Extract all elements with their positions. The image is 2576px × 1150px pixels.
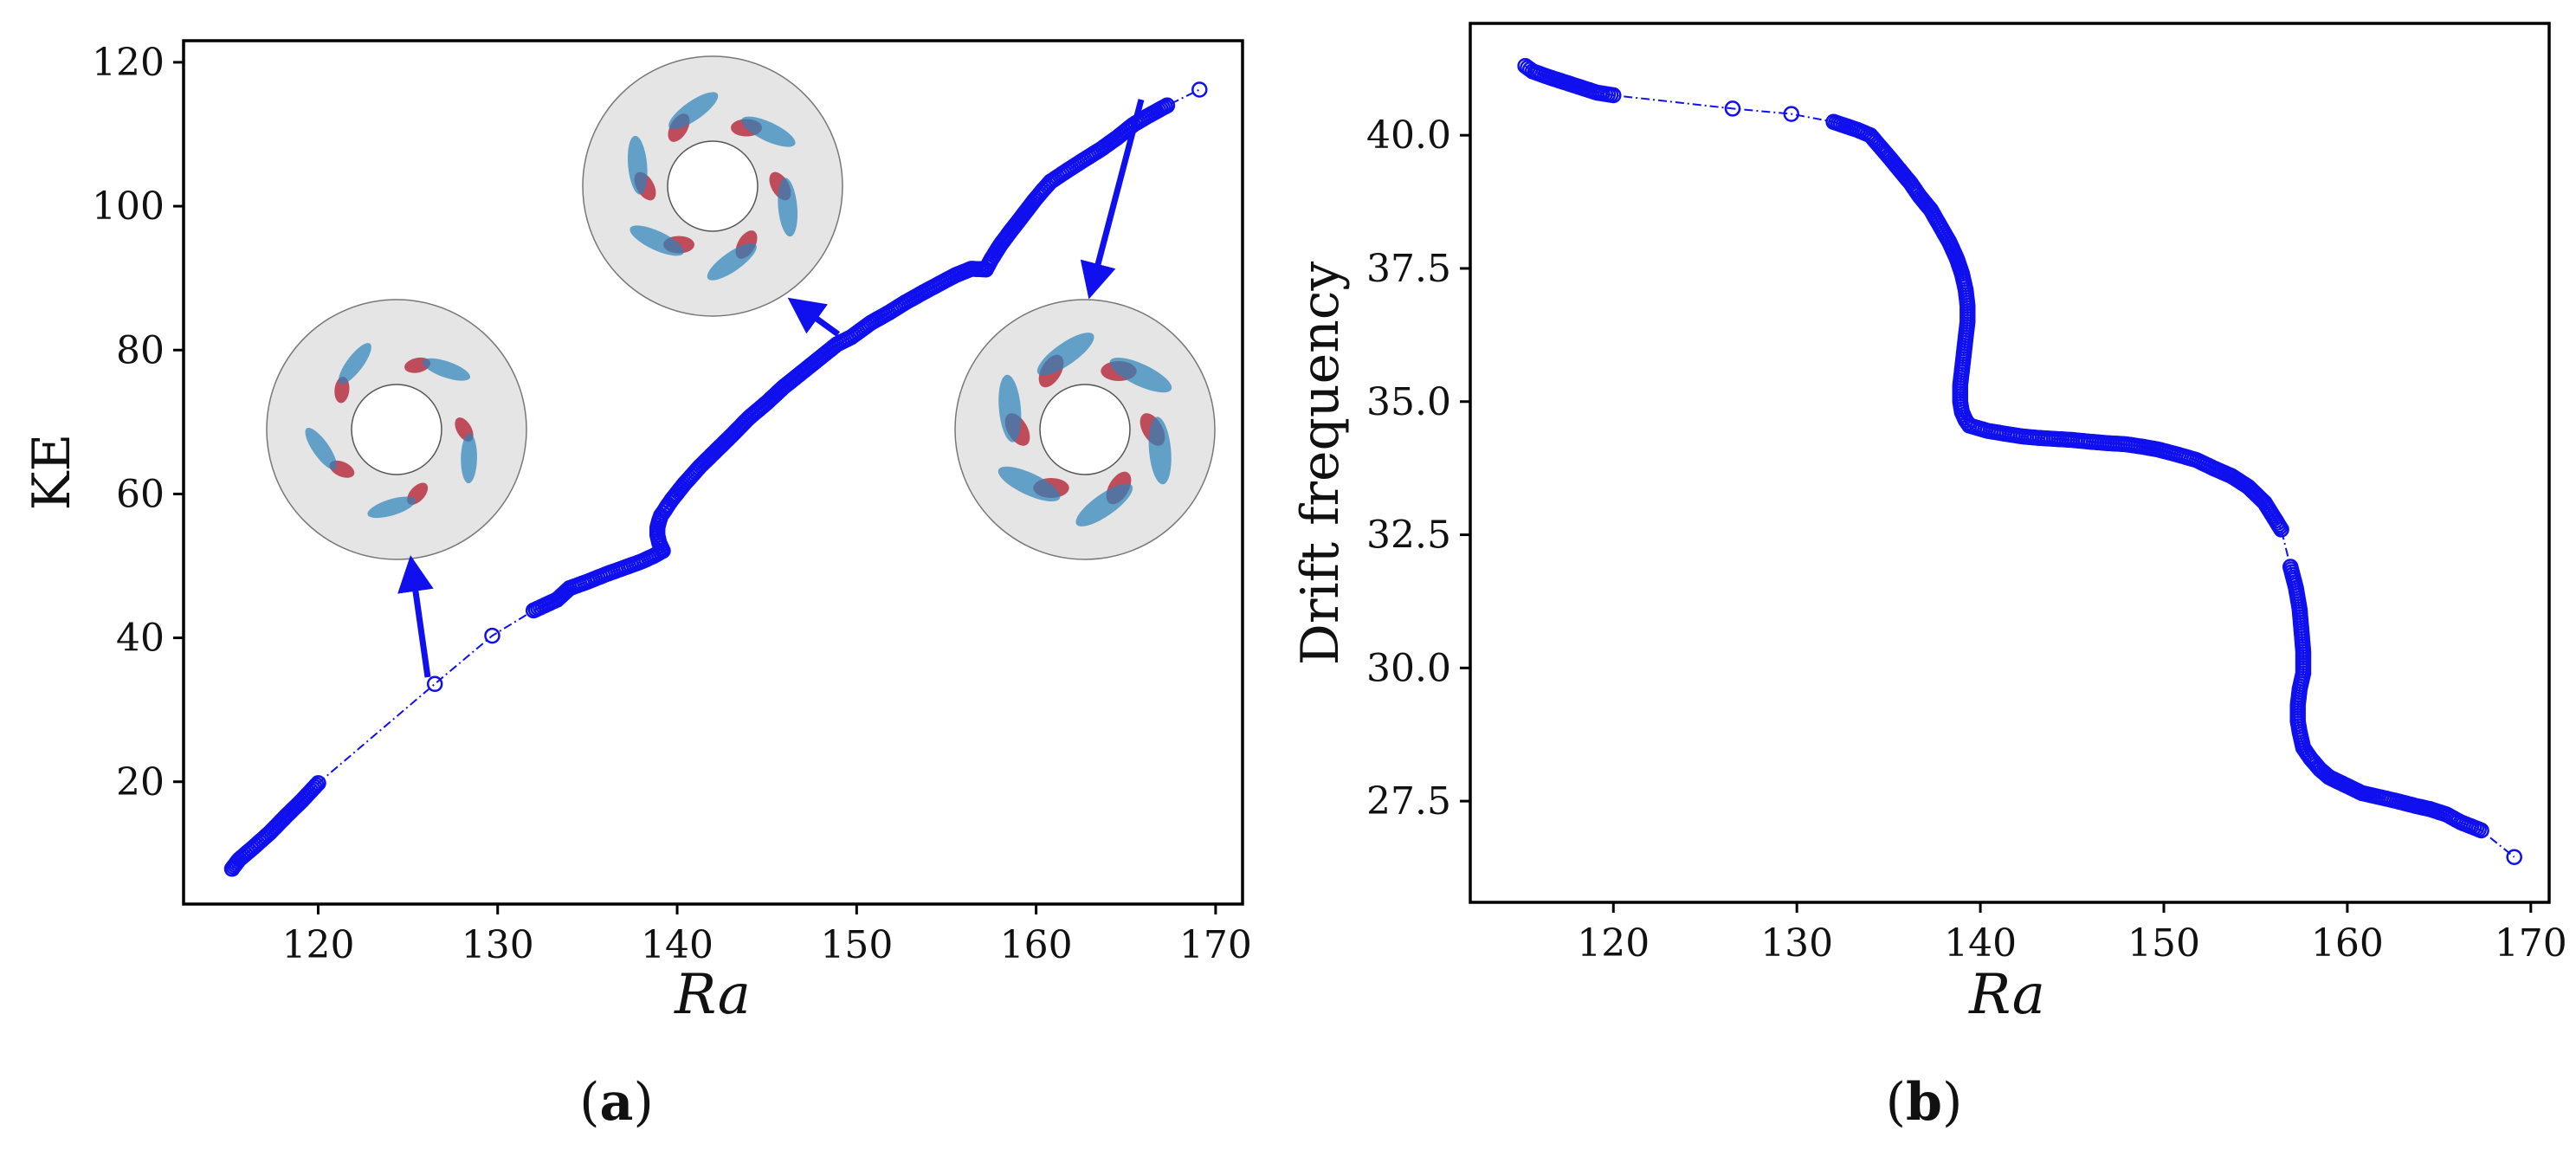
vortex-blue — [461, 433, 477, 484]
vortex-blue — [997, 466, 1061, 502]
vortex-blue — [741, 116, 796, 147]
y-tick-label: 35.0 — [1366, 380, 1451, 424]
x-tick-label: 160 — [2311, 921, 2384, 966]
vortex-blue — [707, 242, 757, 281]
annulus-inner — [667, 140, 759, 232]
arrow-high — [1080, 99, 1145, 300]
data-point — [484, 627, 500, 644]
y-tick-label: 40.0 — [1366, 113, 1451, 158]
panel-a-axes: 120 130 140 150 160 170 20 40 60 80 100 120 — [92, 41, 1252, 967]
inset-annulus-high — [954, 299, 1216, 560]
y-tick-label: 37.5 — [1366, 247, 1451, 291]
y-tick-label: 32.5 — [1366, 514, 1451, 558]
panel-b-xlabel: Ra — [1968, 963, 2045, 1027]
panel-a-frame — [182, 39, 1244, 906]
data-point — [2273, 521, 2289, 538]
data-point — [1605, 87, 1622, 104]
x-tick-label: 130 — [462, 923, 534, 967]
data-point-dense — [308, 777, 325, 793]
annulus-inner — [351, 384, 442, 475]
x-tick-label: 120 — [281, 923, 354, 967]
panel-b-series — [1517, 57, 2522, 865]
vortex-blue — [778, 178, 798, 237]
panel-a-ylabel: KE — [22, 434, 82, 511]
data-point — [1724, 100, 1741, 117]
x-tick-label: 160 — [1000, 923, 1073, 967]
y-tick-label: 30.0 — [1366, 646, 1451, 690]
data-point — [1783, 106, 1800, 122]
arrow-low — [397, 555, 434, 678]
data-point — [2473, 822, 2489, 839]
y-tick-label: 20 — [116, 760, 165, 804]
x-tick-label: 140 — [1944, 921, 2017, 966]
panel-a-chart: 120 130 140 150 160 170 20 40 60 80 100 120 KE Ra (… — [22, 39, 1252, 1133]
x-tick-label: 130 — [1760, 921, 1833, 966]
inset-annulus-low — [266, 299, 527, 560]
arrow-mid — [787, 297, 841, 337]
x-tick-label: 150 — [2127, 921, 2200, 966]
vortex-blue — [627, 135, 648, 195]
panel-a-label: (a) — [579, 1072, 654, 1133]
panel-a-series — [223, 81, 1208, 877]
y-tick-label: 80 — [116, 328, 165, 372]
panel-b-axes: 120 130 140 150 160 170 27.5 30.0 32.5 35.0 37.5 40… — [1366, 113, 2567, 966]
vortex-blue — [338, 343, 371, 384]
series-line — [1525, 65, 2515, 858]
data-point — [1159, 97, 1176, 114]
vortex-blue — [668, 92, 719, 130]
panel-a-xlabel: Ra — [674, 963, 751, 1027]
x-tick-label: 140 — [641, 923, 713, 967]
vortex-blue — [1109, 357, 1172, 393]
data-point — [310, 775, 326, 791]
vortex-blue — [305, 428, 338, 470]
y-tick-label: 60 — [116, 472, 165, 516]
data-point-dense — [307, 779, 323, 796]
annulus-inner — [1039, 384, 1131, 475]
vortex-blue — [629, 225, 684, 256]
vortex-blue — [1036, 333, 1094, 376]
x-tick-label: 120 — [1577, 921, 1650, 966]
vortex-red — [334, 376, 350, 404]
x-tick-label: 170 — [1179, 923, 1252, 967]
data-point — [426, 675, 443, 693]
vortex-blue — [1075, 483, 1133, 527]
data-point — [1191, 81, 1208, 98]
panel-b-chart: 120 130 140 150 160 170 27.5 30.0 32.5 35.0 37.5 40… — [1290, 22, 2567, 1133]
data-point — [2506, 849, 2522, 865]
vortex-blue — [367, 496, 416, 519]
inset-annulus-mid — [582, 55, 843, 317]
vortex-blue — [423, 358, 470, 381]
panel-b-label: (b) — [1886, 1072, 1963, 1133]
vortex-blue — [998, 374, 1022, 443]
vortex-blue — [1148, 417, 1172, 485]
x-tick-label: 150 — [820, 923, 893, 967]
panel-b-ylabel: Drift frequency — [1290, 262, 1351, 666]
y-tick-label: 120 — [92, 41, 165, 85]
panel-b-frame — [1469, 22, 2551, 904]
y-tick-label: 27.5 — [1366, 779, 1451, 824]
y-tick-label: 100 — [92, 184, 165, 229]
x-tick-label: 170 — [2495, 921, 2567, 966]
y-tick-label: 40 — [116, 617, 165, 661]
